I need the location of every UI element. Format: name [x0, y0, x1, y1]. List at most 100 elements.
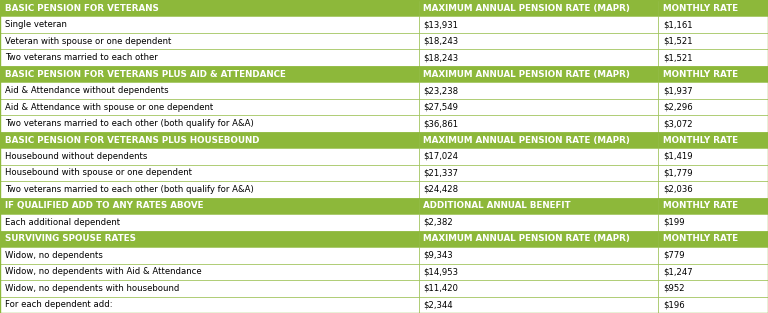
Bar [0, 148, 419, 165]
Bar [658, 99, 768, 115]
Text: $17,024: $17,024 [423, 152, 458, 161]
Bar [0, 214, 419, 231]
Text: $24,428: $24,428 [423, 185, 458, 194]
Text: Each additional dependent: Each additional dependent [5, 218, 120, 227]
Bar [419, 231, 658, 247]
Text: $13,931: $13,931 [423, 20, 458, 29]
Text: $1,521: $1,521 [663, 37, 693, 46]
Text: $952: $952 [663, 284, 684, 293]
Bar [419, 165, 658, 181]
Bar [658, 115, 768, 132]
Bar [0, 231, 419, 247]
Text: $199: $199 [663, 218, 684, 227]
Bar [419, 82, 658, 99]
Text: $36,861: $36,861 [423, 119, 458, 128]
Bar [658, 231, 768, 247]
Bar [0, 115, 419, 132]
Bar [658, 198, 768, 214]
Bar [0, 49, 419, 66]
Bar [658, 214, 768, 231]
Text: MAXIMUM ANNUAL PENSION RATE (MAPR): MAXIMUM ANNUAL PENSION RATE (MAPR) [423, 4, 630, 13]
Text: $18,243: $18,243 [423, 37, 458, 46]
Bar [0, 264, 419, 280]
Bar [658, 0, 768, 17]
Bar [0, 247, 419, 264]
Bar [419, 0, 658, 17]
Text: $14,953: $14,953 [423, 267, 458, 276]
Text: $1,161: $1,161 [663, 20, 693, 29]
Bar [0, 181, 419, 198]
Text: MONTHLY RATE: MONTHLY RATE [663, 234, 738, 244]
Bar [0, 82, 419, 99]
Text: BASIC PENSION FOR VETERANS: BASIC PENSION FOR VETERANS [5, 4, 158, 13]
Bar [658, 247, 768, 264]
Text: Widow, no dependents with housebound: Widow, no dependents with housebound [5, 284, 179, 293]
Text: Aid & Attendance without dependents: Aid & Attendance without dependents [5, 86, 168, 95]
Text: MONTHLY RATE: MONTHLY RATE [663, 4, 738, 13]
Text: $11,420: $11,420 [423, 284, 458, 293]
Bar [419, 247, 658, 264]
Text: $23,238: $23,238 [423, 86, 458, 95]
Bar [419, 198, 658, 214]
Bar [0, 198, 419, 214]
Bar [658, 181, 768, 198]
Text: $21,337: $21,337 [423, 168, 458, 177]
Bar [0, 17, 419, 33]
Text: Single veteran: Single veteran [5, 20, 67, 29]
Bar [0, 296, 419, 313]
Text: $2,344: $2,344 [423, 300, 453, 309]
Text: $3,072: $3,072 [663, 119, 693, 128]
Text: $9,343: $9,343 [423, 251, 453, 260]
Bar [419, 280, 658, 296]
Text: Housebound without dependents: Housebound without dependents [5, 152, 147, 161]
Text: Aid & Attendance with spouse or one dependent: Aid & Attendance with spouse or one depe… [5, 103, 213, 111]
Bar [658, 264, 768, 280]
Bar [0, 33, 419, 49]
Bar [419, 181, 658, 198]
Bar [419, 33, 658, 49]
Bar [419, 132, 658, 148]
Bar [658, 66, 768, 82]
Text: MAXIMUM ANNUAL PENSION RATE (MAPR): MAXIMUM ANNUAL PENSION RATE (MAPR) [423, 234, 630, 244]
Bar [0, 0, 419, 17]
Bar [658, 165, 768, 181]
Bar [658, 17, 768, 33]
Bar [419, 66, 658, 82]
Text: Two veterans married to each other (both qualify for A&A): Two veterans married to each other (both… [5, 119, 253, 128]
Text: MAXIMUM ANNUAL PENSION RATE (MAPR): MAXIMUM ANNUAL PENSION RATE (MAPR) [423, 136, 630, 145]
Text: $1,247: $1,247 [663, 267, 693, 276]
Text: $2,382: $2,382 [423, 218, 453, 227]
Text: $1,521: $1,521 [663, 53, 693, 62]
Text: $27,549: $27,549 [423, 103, 458, 111]
Bar [658, 49, 768, 66]
Bar [658, 82, 768, 99]
Text: Veteran with spouse or one dependent: Veteran with spouse or one dependent [5, 37, 171, 46]
Text: $1,779: $1,779 [663, 168, 693, 177]
Text: Two veterans married to each other (both qualify for A&A): Two veterans married to each other (both… [5, 185, 253, 194]
Bar [658, 132, 768, 148]
Text: $779: $779 [663, 251, 684, 260]
Bar [0, 280, 419, 296]
Text: ADDITIONAL ANNUAL BENEFIT: ADDITIONAL ANNUAL BENEFIT [423, 202, 571, 210]
Bar [0, 165, 419, 181]
Text: MONTHLY RATE: MONTHLY RATE [663, 136, 738, 145]
Text: $196: $196 [663, 300, 684, 309]
Text: BASIC PENSION FOR VETERANS PLUS HOUSEBOUND: BASIC PENSION FOR VETERANS PLUS HOUSEBOU… [5, 136, 259, 145]
Text: SURVIVING SPOUSE RATES: SURVIVING SPOUSE RATES [5, 234, 136, 244]
Text: Housebound with spouse or one dependent: Housebound with spouse or one dependent [5, 168, 191, 177]
Bar [419, 148, 658, 165]
Text: MONTHLY RATE: MONTHLY RATE [663, 69, 738, 79]
Bar [0, 66, 419, 82]
Bar [419, 115, 658, 132]
Text: BASIC PENSION FOR VETERANS PLUS AID & ATTENDANCE: BASIC PENSION FOR VETERANS PLUS AID & AT… [5, 69, 286, 79]
Bar [419, 264, 658, 280]
Text: MAXIMUM ANNUAL PENSION RATE (MAPR): MAXIMUM ANNUAL PENSION RATE (MAPR) [423, 69, 630, 79]
Bar [658, 148, 768, 165]
Bar [658, 33, 768, 49]
Bar [419, 296, 658, 313]
Bar [0, 99, 419, 115]
Text: Widow, no dependents: Widow, no dependents [5, 251, 102, 260]
Bar [419, 17, 658, 33]
Text: For each dependent add:: For each dependent add: [5, 300, 112, 309]
Text: $2,296: $2,296 [663, 103, 693, 111]
